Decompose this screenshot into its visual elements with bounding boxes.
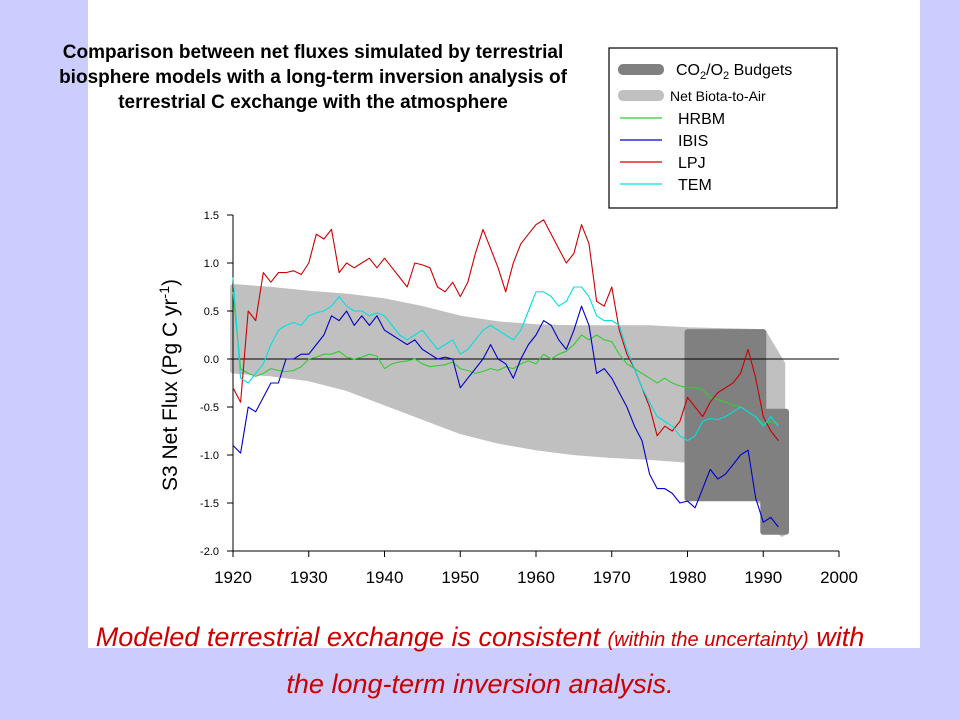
caption-text-1: Modeled terrestrial exchange is consiste…	[95, 622, 608, 652]
axes-layer	[227, 214, 840, 557]
legend-label-lpj: LPJ	[678, 155, 706, 172]
legend-label-hrbm: HRBM	[678, 111, 725, 128]
series-line-ibis	[232, 305, 779, 528]
series-line-tem	[232, 277, 779, 442]
x-tick-label: 1940	[366, 568, 404, 587]
y-tick-label: 0.0	[204, 354, 219, 366]
y-tick-label: -0.5	[200, 402, 219, 414]
legend: CO2/O2 Budgets Net Biota-to-Air HRBM IBI…	[608, 47, 838, 209]
series-line-lpj	[232, 219, 779, 441]
x-tick-label: 1980	[669, 568, 707, 587]
slide-title: Comparison between net fluxes simulated …	[59, 42, 567, 113]
y-tick-label: 1.5	[204, 210, 219, 222]
bands-layer	[230, 284, 789, 537]
slide-caption: Modeled terrestrial exchange is consiste…	[90, 615, 870, 706]
legend-swatch-budgets	[618, 64, 664, 75]
caption-text-3: with the long-term inversion analysis.	[286, 622, 865, 699]
x-tick-label: 1930	[290, 568, 328, 587]
legend-label-ibis: IBIS	[678, 133, 708, 150]
x-tick-label: 1950	[441, 568, 479, 587]
x-tick-label: 2000	[820, 568, 858, 587]
series-layer	[232, 219, 779, 528]
y-tick-label: -1.5	[200, 498, 219, 510]
y-tick-label: 1.0	[204, 258, 219, 270]
x-tick-label: 1990	[744, 568, 782, 587]
caption-text-2: (within the uncertainty)	[607, 629, 809, 651]
y-tick-label: 0.5	[204, 306, 219, 318]
y-axis-label: S3 Net Flux (Pg C yr-1)	[156, 279, 182, 491]
legend-label-budgets: CO2/O2 Budgets	[676, 62, 792, 82]
x-tick-label: 1970	[593, 568, 631, 587]
y-tick-label: -1.0	[200, 450, 219, 462]
series-line-hrbm	[232, 291, 779, 425]
legend-label-tem: TEM	[678, 177, 712, 194]
legend-label-net-biota: Net Biota-to-Air	[670, 88, 766, 104]
tick-labels-layer: 1.5 1.0 0.5 0.0 -0.5 -1.0 -1.5 -2.0 1920 1930 1940…	[200, 210, 858, 587]
y-tick-label: -2.0	[200, 546, 219, 558]
x-tick-label: 1960	[517, 568, 555, 587]
legend-swatch-net-biota	[618, 90, 664, 101]
x-tick-label: 1920	[214, 568, 252, 587]
